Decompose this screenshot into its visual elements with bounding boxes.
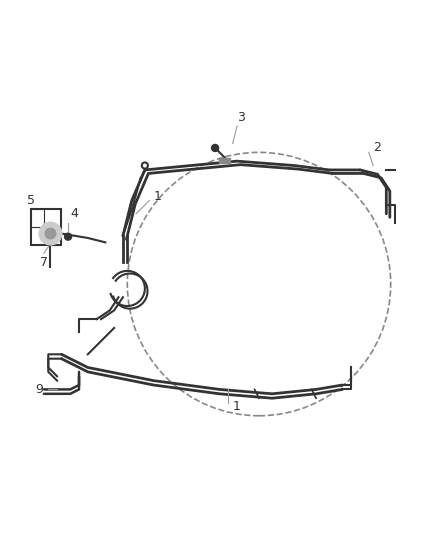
Circle shape (45, 228, 56, 239)
Text: 7: 7 (40, 256, 48, 269)
Text: 2: 2 (373, 141, 381, 155)
Circle shape (39, 223, 61, 245)
Text: 4: 4 (71, 207, 78, 220)
Text: 5: 5 (27, 194, 35, 207)
Text: 1: 1 (233, 400, 240, 414)
Text: 9: 9 (35, 383, 43, 396)
Bar (31, 209, 61, 245)
Circle shape (64, 233, 71, 240)
Circle shape (211, 144, 218, 151)
Bar (219, 158, 230, 163)
Text: 1: 1 (154, 190, 162, 203)
Text: 3: 3 (237, 111, 245, 124)
